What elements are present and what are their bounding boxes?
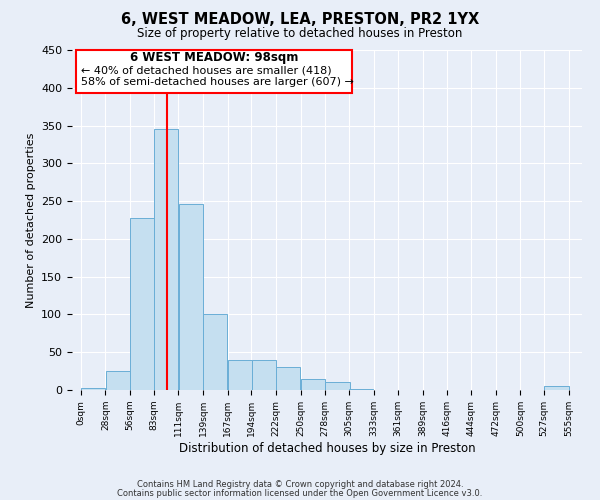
- Bar: [179, 204, 203, 390]
- Bar: [130, 218, 154, 390]
- Bar: [349, 389, 373, 390]
- Y-axis label: Number of detached properties: Number of detached properties: [26, 132, 35, 308]
- Bar: [203, 314, 227, 390]
- Bar: [228, 360, 252, 390]
- Bar: [106, 371, 130, 390]
- Text: ← 40% of detached houses are smaller (418): ← 40% of detached houses are smaller (41…: [81, 66, 331, 76]
- Bar: [325, 382, 350, 390]
- Text: Contains public sector information licensed under the Open Government Licence v3: Contains public sector information licen…: [118, 488, 482, 498]
- Text: 6 WEST MEADOW: 98sqm: 6 WEST MEADOW: 98sqm: [130, 51, 298, 64]
- Bar: [276, 368, 301, 390]
- X-axis label: Distribution of detached houses by size in Preston: Distribution of detached houses by size …: [179, 442, 475, 454]
- Text: Contains HM Land Registry data © Crown copyright and database right 2024.: Contains HM Land Registry data © Crown c…: [137, 480, 463, 489]
- Text: 6, WEST MEADOW, LEA, PRESTON, PR2 1YX: 6, WEST MEADOW, LEA, PRESTON, PR2 1YX: [121, 12, 479, 28]
- Bar: [81, 388, 105, 390]
- Bar: [251, 360, 276, 390]
- Bar: [544, 386, 569, 390]
- Text: Size of property relative to detached houses in Preston: Size of property relative to detached ho…: [137, 28, 463, 40]
- Bar: [301, 378, 325, 390]
- Bar: [154, 128, 178, 390]
- Text: 58% of semi-detached houses are larger (607) →: 58% of semi-detached houses are larger (…: [81, 78, 353, 88]
- FancyBboxPatch shape: [76, 50, 352, 93]
